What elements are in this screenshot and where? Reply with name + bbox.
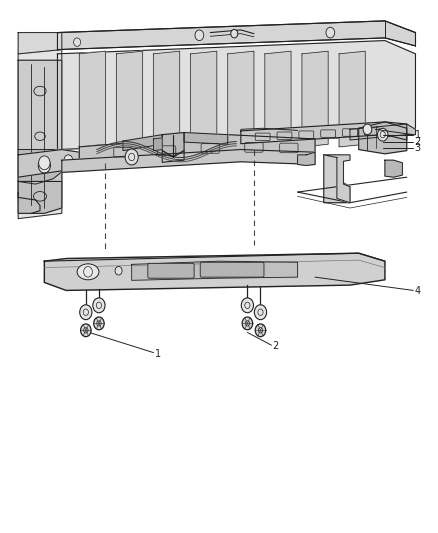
Circle shape xyxy=(74,38,81,46)
Polygon shape xyxy=(123,135,162,151)
Polygon shape xyxy=(339,51,365,147)
Polygon shape xyxy=(191,51,217,147)
Polygon shape xyxy=(132,261,297,280)
Polygon shape xyxy=(153,138,162,151)
Circle shape xyxy=(115,266,122,275)
Polygon shape xyxy=(302,51,328,147)
Polygon shape xyxy=(79,51,106,147)
Polygon shape xyxy=(350,124,416,140)
Polygon shape xyxy=(385,160,403,177)
Polygon shape xyxy=(18,50,62,219)
Polygon shape xyxy=(18,150,79,177)
Polygon shape xyxy=(265,51,291,147)
Text: 2: 2 xyxy=(415,136,421,147)
Circle shape xyxy=(326,27,335,38)
Polygon shape xyxy=(62,150,315,172)
Circle shape xyxy=(93,298,105,313)
Circle shape xyxy=(125,149,138,165)
Text: 2: 2 xyxy=(273,341,279,351)
Circle shape xyxy=(38,158,50,173)
Polygon shape xyxy=(324,155,350,203)
Circle shape xyxy=(80,305,92,320)
Text: 1: 1 xyxy=(155,349,161,359)
Circle shape xyxy=(242,317,253,330)
Polygon shape xyxy=(162,133,184,163)
Polygon shape xyxy=(57,41,416,150)
Polygon shape xyxy=(117,51,143,147)
Circle shape xyxy=(255,324,266,337)
Polygon shape xyxy=(184,133,228,144)
Circle shape xyxy=(64,155,73,165)
Polygon shape xyxy=(18,181,62,213)
Circle shape xyxy=(195,30,204,41)
Ellipse shape xyxy=(77,264,99,280)
FancyBboxPatch shape xyxy=(148,263,194,278)
Circle shape xyxy=(378,128,388,141)
Polygon shape xyxy=(79,135,315,168)
Circle shape xyxy=(254,305,267,320)
Polygon shape xyxy=(297,152,315,165)
Polygon shape xyxy=(57,21,416,50)
Circle shape xyxy=(241,298,254,313)
Polygon shape xyxy=(153,51,180,147)
FancyBboxPatch shape xyxy=(200,262,264,277)
Circle shape xyxy=(363,124,372,135)
Circle shape xyxy=(94,317,104,330)
Polygon shape xyxy=(324,155,350,203)
Text: 3: 3 xyxy=(415,143,421,154)
Circle shape xyxy=(231,29,238,38)
Polygon shape xyxy=(18,60,62,211)
Circle shape xyxy=(81,324,91,337)
Text: 1: 1 xyxy=(415,130,421,140)
Polygon shape xyxy=(241,122,407,144)
Polygon shape xyxy=(18,150,62,184)
Polygon shape xyxy=(18,33,62,54)
Circle shape xyxy=(39,156,50,169)
Polygon shape xyxy=(44,253,385,290)
Text: 4: 4 xyxy=(415,286,421,296)
Polygon shape xyxy=(359,122,407,154)
Polygon shape xyxy=(228,51,254,147)
